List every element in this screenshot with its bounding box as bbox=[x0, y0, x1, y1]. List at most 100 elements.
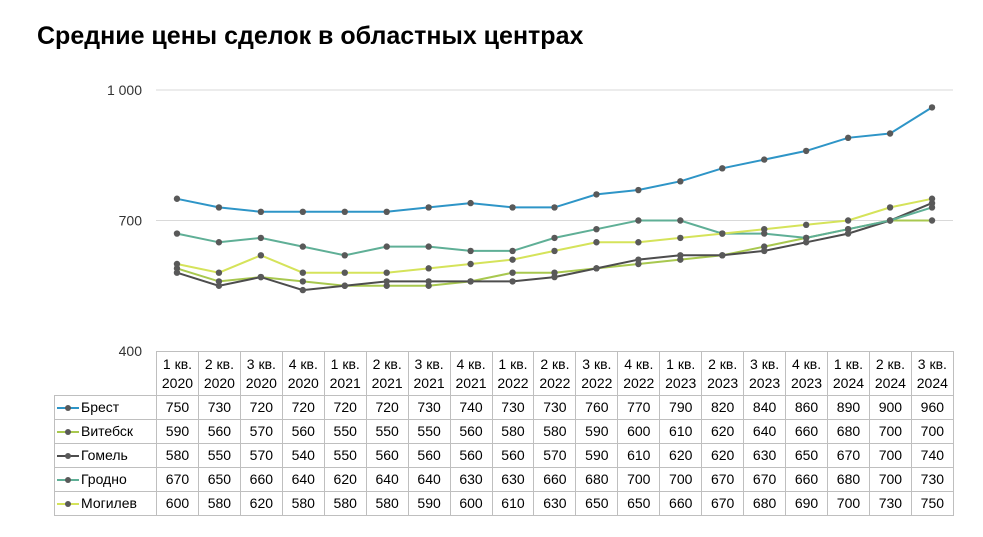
data-label: 570 bbox=[239, 443, 283, 468]
data-label: 560 bbox=[491, 443, 535, 468]
data-point bbox=[299, 269, 307, 276]
data-label: 750 bbox=[156, 395, 199, 420]
data-label: 660 bbox=[659, 491, 703, 516]
data-point bbox=[215, 239, 223, 246]
data-label: 670 bbox=[743, 467, 787, 492]
data-point bbox=[844, 226, 852, 233]
data-point bbox=[383, 278, 390, 285]
series-name: Гомель bbox=[81, 447, 128, 463]
data-point bbox=[928, 195, 936, 202]
data-label: 690 bbox=[785, 491, 828, 516]
legend-key bbox=[57, 453, 79, 460]
data-label: 630 bbox=[491, 467, 535, 492]
data-label: 900 bbox=[868, 395, 912, 420]
series-line bbox=[176, 106, 933, 213]
data-point bbox=[802, 147, 810, 155]
data-point bbox=[844, 134, 852, 142]
data-label: 650 bbox=[575, 491, 619, 516]
data-label: 660 bbox=[239, 467, 283, 492]
x-tick-label: 4 кв. 2020 bbox=[281, 351, 325, 396]
x-tick-label: 1 кв. 2021 bbox=[323, 351, 367, 396]
data-label: 630 bbox=[533, 491, 577, 516]
data-label: 720 bbox=[323, 395, 367, 420]
x-tick-year: 2022 bbox=[497, 374, 529, 391]
data-label: 580 bbox=[533, 419, 577, 444]
x-tick-quarter: 2 кв. bbox=[708, 355, 738, 372]
data-point bbox=[886, 130, 894, 137]
data-label: 550 bbox=[323, 419, 367, 444]
data-label: 620 bbox=[701, 419, 745, 444]
data-point bbox=[257, 252, 265, 259]
data-label: 590 bbox=[575, 443, 619, 468]
data-label: 610 bbox=[491, 491, 535, 516]
data-point bbox=[173, 230, 181, 237]
chart-title: Средние цены сделок в областных центрах bbox=[37, 22, 584, 50]
data-point bbox=[551, 247, 558, 255]
data-label: 820 bbox=[701, 395, 745, 420]
x-tick-quarter: 1 кв. bbox=[162, 355, 193, 372]
data-point bbox=[509, 247, 516, 255]
data-point bbox=[341, 282, 348, 289]
data-point bbox=[257, 234, 265, 242]
data-point bbox=[509, 278, 516, 285]
data-point bbox=[299, 243, 307, 250]
data-label: 570 bbox=[239, 419, 283, 444]
x-tick-label: 2 кв. 2020 bbox=[197, 351, 241, 396]
x-tick-year: 2023 bbox=[707, 374, 739, 391]
data-label: 660 bbox=[785, 467, 828, 492]
series-name: Брест bbox=[81, 399, 120, 415]
legend-entry: Гомель bbox=[54, 443, 157, 468]
x-tick-quarter: 2 кв. bbox=[875, 355, 905, 372]
series-4 bbox=[173, 204, 936, 259]
data-label: 730 bbox=[533, 395, 577, 420]
data-point bbox=[677, 217, 684, 224]
data-label: 760 bbox=[575, 395, 619, 420]
x-tick-label: 2 кв. 2021 bbox=[365, 351, 409, 396]
x-tick-quarter: 1 кв. bbox=[833, 355, 864, 372]
x-tick-quarter: 4 кв. bbox=[624, 355, 654, 372]
x-tick-quarter: 4 кв. bbox=[791, 355, 822, 372]
data-point bbox=[802, 234, 810, 242]
data-point bbox=[173, 269, 181, 276]
data-label: 550 bbox=[323, 443, 367, 468]
x-tick-label: 2 кв. 2022 bbox=[533, 351, 577, 396]
data-label: 560 bbox=[449, 443, 493, 468]
data-label: 700 bbox=[827, 491, 870, 516]
x-tick-year: 2024 bbox=[874, 374, 906, 391]
data-point bbox=[257, 273, 265, 281]
data-label: 620 bbox=[659, 443, 703, 468]
table-header-row: 1 кв. 2020 2 кв. 2020 3 кв. 2020 4 кв. 2020 1 кв… bbox=[55, 351, 954, 396]
data-point bbox=[509, 256, 516, 263]
data-label: 620 bbox=[323, 467, 367, 492]
data-label: 580 bbox=[491, 419, 535, 444]
data-point bbox=[928, 217, 936, 224]
data-label: 650 bbox=[785, 443, 828, 468]
data-label: 550 bbox=[197, 443, 241, 468]
data-label: 960 bbox=[910, 395, 954, 420]
x-tick-label: 1 кв. 2023 bbox=[659, 351, 703, 396]
data-label: 620 bbox=[239, 491, 283, 516]
x-tick-year: 2020 bbox=[245, 374, 277, 391]
data-label: 580 bbox=[365, 491, 409, 516]
data-label: 560 bbox=[449, 419, 493, 444]
x-tick-quarter: 1 кв. bbox=[666, 355, 696, 372]
data-label: 600 bbox=[156, 491, 199, 516]
data-point bbox=[299, 208, 307, 215]
data-point bbox=[173, 260, 181, 268]
x-tick-quarter: 1 кв. bbox=[498, 355, 528, 372]
data-label: 740 bbox=[910, 443, 954, 468]
gridlines bbox=[156, 89, 953, 221]
data-label: 720 bbox=[281, 395, 325, 420]
data-label: 570 bbox=[533, 443, 577, 468]
x-tick-label: 2 кв. 2023 bbox=[701, 351, 745, 396]
table-row: Гродно 670 650 660 640 620 640 640 630 630 660 680 7… bbox=[54, 467, 954, 492]
data-table: 1 кв. 2020 2 кв. 2020 3 кв. 2020 4 кв. 2020 1 кв… bbox=[54, 351, 954, 516]
data-point bbox=[761, 247, 768, 255]
data-point bbox=[593, 239, 600, 246]
data-point bbox=[635, 186, 642, 194]
data-point bbox=[761, 156, 768, 163]
table-corner bbox=[55, 352, 157, 396]
x-tick-year: 2022 bbox=[539, 374, 571, 391]
data-label: 840 bbox=[743, 395, 787, 420]
data-point bbox=[215, 269, 223, 276]
